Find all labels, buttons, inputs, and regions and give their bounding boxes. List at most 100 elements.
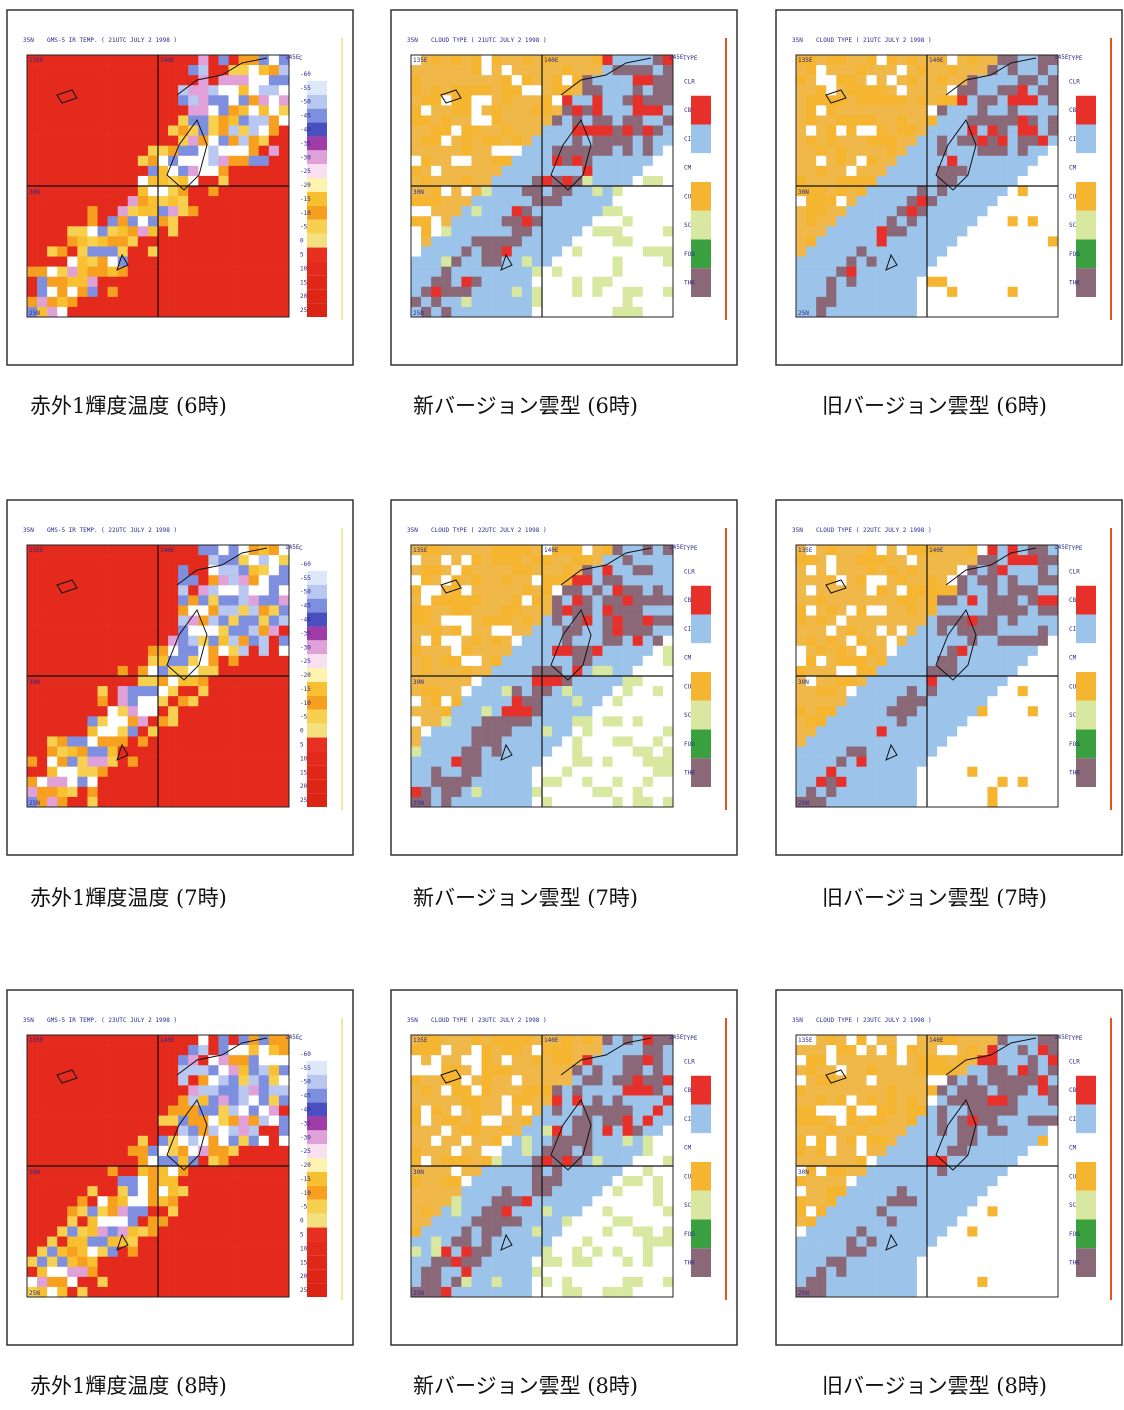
- map-cell: [57, 1075, 67, 1085]
- map-cell: [856, 166, 866, 176]
- legend-swatch: [691, 211, 711, 240]
- map-cell: [877, 747, 887, 757]
- map-cell: [269, 1035, 279, 1045]
- map-cell: [502, 706, 512, 716]
- map-cell: [57, 55, 67, 65]
- map-cell: [532, 65, 542, 75]
- map-cell: [653, 186, 663, 196]
- map-cell: [1008, 85, 1018, 95]
- map-cell: [249, 626, 259, 636]
- map-cell: [502, 206, 512, 216]
- map-cell: [118, 656, 128, 666]
- map-cell: [826, 787, 836, 797]
- map-cell: [279, 267, 289, 277]
- map-cell: [613, 696, 623, 706]
- map-cell: [867, 206, 877, 216]
- map-cell: [987, 105, 997, 115]
- map-cell: [816, 246, 826, 256]
- legend-swatch: [307, 289, 327, 303]
- map-cell: [128, 156, 138, 166]
- map-cell: [836, 676, 846, 686]
- map-cell: [108, 166, 118, 176]
- map-cell: [77, 115, 87, 125]
- map-cell: [461, 747, 471, 757]
- map-cell: [623, 136, 633, 146]
- map-cell: [269, 1226, 279, 1236]
- map-cell: [796, 736, 806, 746]
- map-cell: [623, 565, 633, 575]
- map-cell: [653, 136, 663, 146]
- map-cell: [451, 646, 461, 656]
- map-label: 145E: [285, 544, 300, 551]
- map-cell: [148, 585, 158, 595]
- map-cell: [98, 307, 108, 317]
- map-cell: [967, 216, 977, 226]
- map-cell: [148, 1116, 158, 1126]
- map-cell: [431, 206, 441, 216]
- map-cell: [168, 646, 178, 656]
- map-cell: [836, 176, 846, 186]
- map-cell: [37, 156, 47, 166]
- legend-label: -30: [300, 154, 311, 161]
- map-cell: [27, 716, 37, 726]
- map-cell: [37, 85, 47, 95]
- map-cell: [572, 545, 582, 555]
- map-cell: [867, 55, 877, 65]
- map-cell: [542, 136, 552, 146]
- map-cell: [572, 726, 582, 736]
- map-cell: [441, 65, 451, 75]
- map-cell: [27, 1237, 37, 1247]
- map-cell: [108, 1075, 118, 1085]
- map-cell: [57, 126, 67, 136]
- map-cell: [98, 736, 108, 746]
- map-cell: [218, 1136, 228, 1146]
- map-cell: [118, 706, 128, 716]
- map-cell: [796, 787, 806, 797]
- map-cell: [108, 146, 118, 156]
- map-cell: [987, 307, 997, 317]
- map-cell: [229, 686, 239, 696]
- map-cell: [927, 206, 937, 216]
- map-cell: [208, 1186, 218, 1196]
- map-cell: [259, 55, 269, 65]
- map-cell: [663, 297, 673, 307]
- map-cell: [1018, 115, 1028, 125]
- map-cell: [208, 277, 218, 287]
- map-cell: [806, 747, 816, 757]
- map-cell: [512, 186, 522, 196]
- map-cell: [836, 206, 846, 216]
- map-cell: [279, 65, 289, 75]
- map-cell: [77, 206, 87, 216]
- map-cell: [967, 585, 977, 595]
- map-cell: [118, 1095, 128, 1105]
- map-cell: [67, 1095, 77, 1105]
- map-cell: [653, 726, 663, 736]
- map-cell: [552, 575, 562, 585]
- map-cell: [552, 777, 562, 787]
- map-cell: [87, 1156, 97, 1166]
- map-cell: [987, 126, 997, 136]
- map-cell: [856, 646, 866, 656]
- map-cell: [1038, 267, 1048, 277]
- map-cell: [77, 545, 87, 555]
- map-cell: [451, 277, 461, 287]
- map-cell: [562, 75, 572, 85]
- map-cell: [572, 206, 582, 216]
- map-cell: [623, 307, 633, 317]
- legend-swatch: [691, 672, 711, 701]
- map-cell: [816, 585, 826, 595]
- map-cell: [431, 767, 441, 777]
- map-cell: [1038, 307, 1048, 317]
- map-cell: [562, 206, 572, 216]
- map-cell: [826, 55, 836, 65]
- map-cell: [867, 65, 877, 75]
- map-cell: [542, 616, 552, 626]
- map-cell: [663, 626, 673, 636]
- map-cell: [148, 55, 158, 65]
- map-cell: [927, 75, 937, 85]
- map-cell: [957, 186, 967, 196]
- map-cell: [138, 616, 148, 626]
- map-cell: [482, 716, 492, 726]
- map-cell: [522, 146, 532, 156]
- map-cell: [592, 297, 602, 307]
